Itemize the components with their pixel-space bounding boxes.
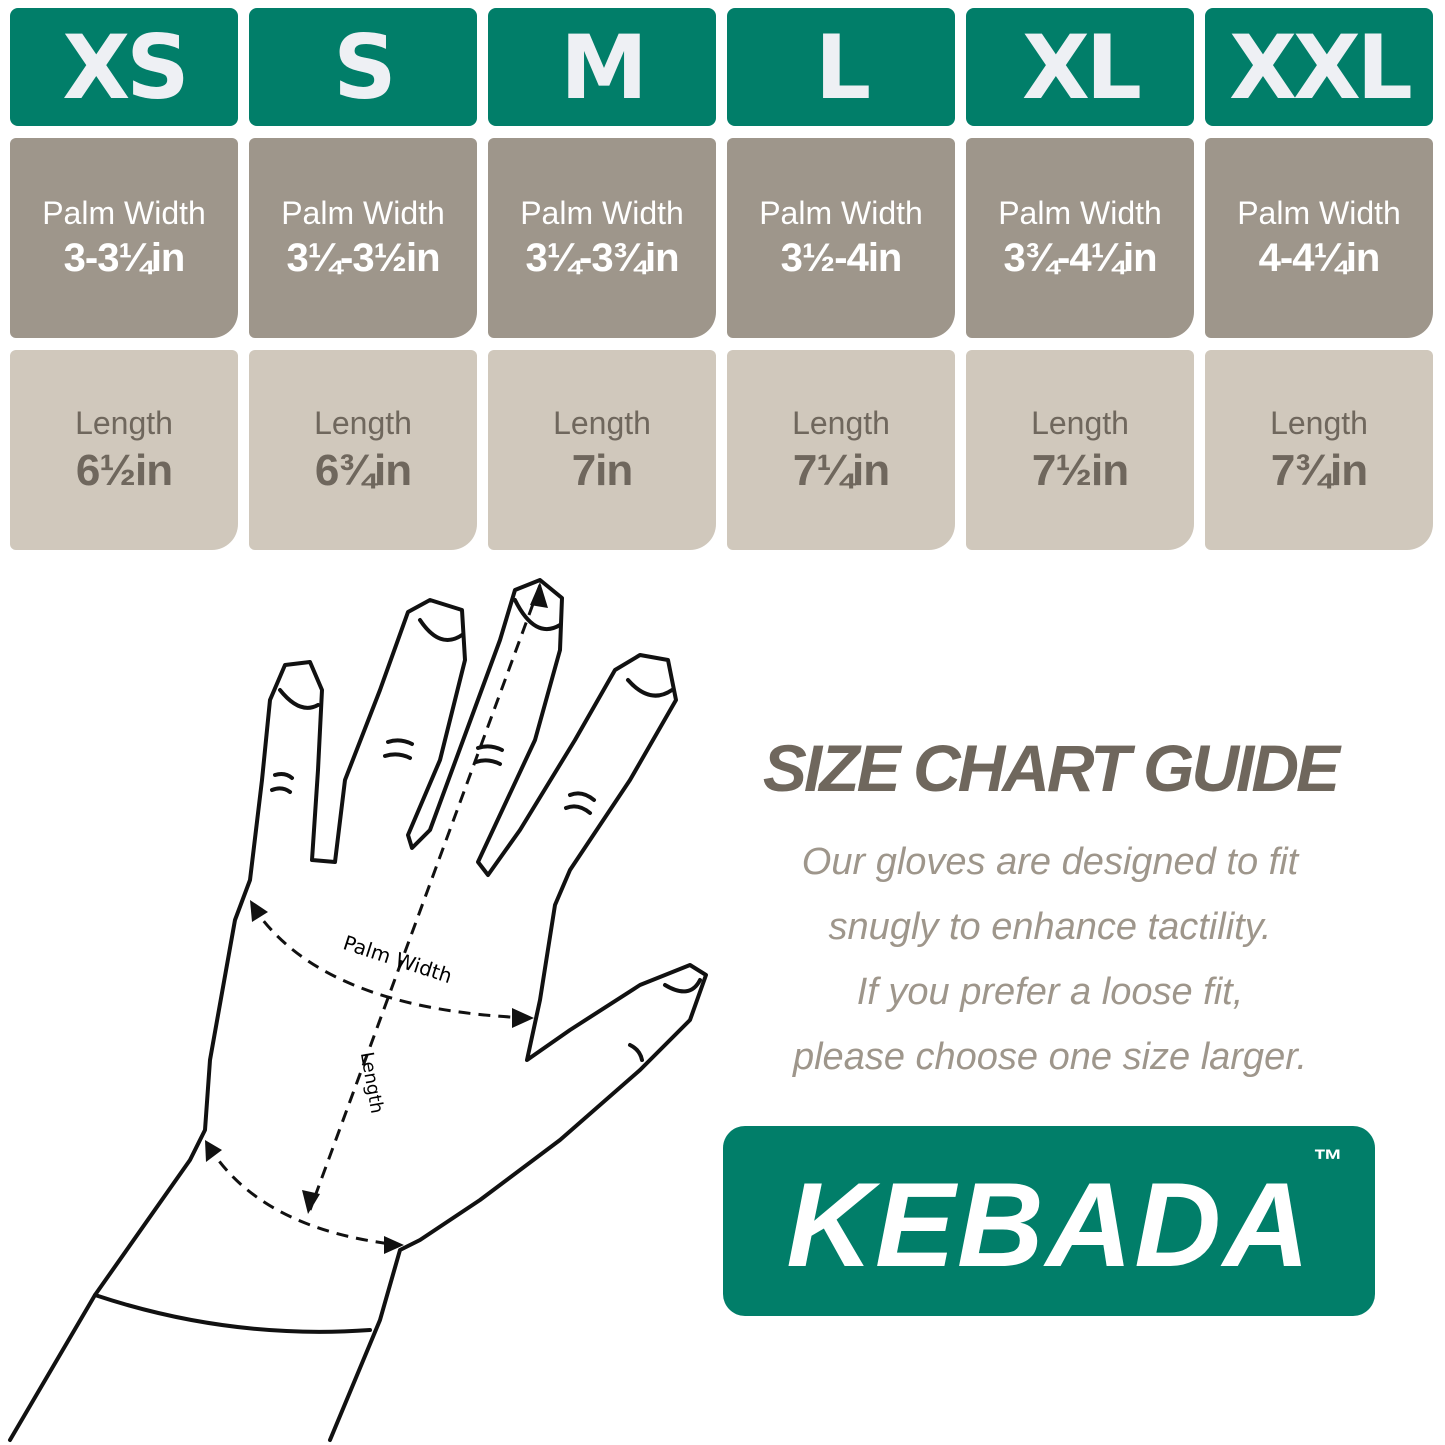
size-header: S	[249, 8, 477, 126]
guide-line: If you prefer a loose fit,	[856, 971, 1244, 1013]
length-cell: Length 7¾in	[1205, 350, 1433, 550]
length-cell: Length 6¾in	[249, 350, 477, 550]
length-label: Length	[553, 404, 651, 441]
diagram-length-label: Length	[356, 1050, 387, 1115]
palm-width-cell: Palm Width 3¼-3¾in	[488, 138, 716, 338]
palm-width-label: Palm Width	[998, 195, 1162, 231]
palm-width-value: 3¼-3¾in	[525, 236, 679, 280]
length-value: 6¾in	[314, 445, 412, 495]
length-label: Length	[1270, 404, 1368, 441]
palm-width-value: 3¾-4¼in	[1003, 236, 1157, 280]
palm-width-label: Palm Width	[1237, 195, 1401, 231]
palm-width-cell: Palm Width 3¼-3½in	[249, 138, 477, 338]
palm-width-value: 3½-4in	[780, 236, 903, 280]
palm-width-value: 4-4¼in	[1258, 236, 1381, 280]
guide-line: snugly to enhance tactility.	[828, 906, 1272, 948]
size-header: XXL	[1205, 8, 1433, 126]
guide-line: please choose one size larger.	[792, 1036, 1308, 1078]
brand-name: KEBADA	[786, 1158, 1312, 1292]
length-label: Length	[792, 404, 890, 441]
palm-width-cell: Palm Width 3¾-4¼in	[966, 138, 1194, 338]
size-header: M	[488, 8, 716, 126]
hand-outline	[8, 578, 708, 1442]
palm-width-label: Palm Width	[42, 195, 206, 231]
size-header: L	[727, 8, 955, 126]
palm-width-value: 3¼-3½in	[286, 236, 440, 280]
length-value: 7¼in	[792, 445, 890, 495]
guide-description: Our gloves are designed to fit snugly to…	[740, 830, 1360, 1090]
length-value: 7½in	[1031, 445, 1129, 495]
arrow-heads	[205, 582, 548, 1254]
hand-diagram: Palm Width Length	[8, 578, 708, 1442]
palm-width-cell: Palm Width 3½-4in	[727, 138, 955, 338]
length-cell: Length 6½in	[10, 350, 238, 550]
palm-width-cell: Palm Width 4-4¼in	[1205, 138, 1433, 338]
length-value: 6½in	[75, 445, 173, 495]
size-header: XS	[10, 8, 238, 126]
length-value: 7in	[571, 445, 634, 495]
brand-logo: KEBADA ™	[723, 1126, 1375, 1316]
palm-width-label: Palm Width	[759, 195, 923, 231]
diagram-palm-width-label: Palm Width	[340, 930, 455, 988]
measure-lines	[206, 584, 542, 1247]
guide-title: SIZE CHART GUIDE	[762, 731, 1340, 805]
palm-width-value: 3-3¼in	[63, 236, 186, 280]
trademark-symbol: ™	[1313, 1144, 1343, 1177]
length-label: Length	[314, 404, 412, 441]
length-cell: Length 7in	[488, 350, 716, 550]
size-table: XS S M L XL XXL Palm Width 3-3¼in Palm Width 3¼-3…	[10, 8, 1434, 550]
length-label: Length	[75, 404, 173, 441]
length-label: Length	[1031, 404, 1129, 441]
guide-line: Our gloves are designed to fit	[801, 841, 1299, 883]
palm-width-cell: Palm Width 3-3¼in	[10, 138, 238, 338]
length-cell: Length 7½in	[966, 350, 1194, 550]
size-header: XL	[966, 8, 1194, 126]
length-value: 7¾in	[1270, 445, 1368, 495]
length-cell: Length 7¼in	[727, 350, 955, 550]
palm-width-label: Palm Width	[281, 195, 445, 231]
palm-width-label: Palm Width	[520, 195, 684, 231]
